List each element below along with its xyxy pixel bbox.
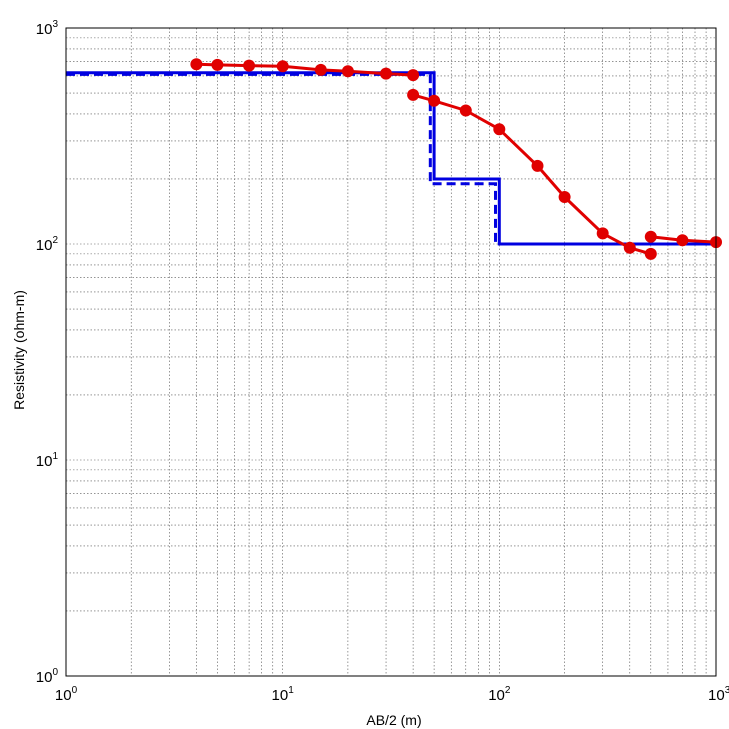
observed-curve-line — [412, 93, 652, 256]
y-tick-label: 100 — [36, 667, 59, 686]
observed-data-point — [644, 247, 657, 260]
observed-data-point — [276, 60, 289, 73]
x-tick-label: 100 — [55, 685, 78, 704]
grid-lines — [66, 28, 716, 676]
observed-data-point — [623, 241, 636, 254]
observed-data-point — [243, 59, 256, 72]
plot-frame — [65, 27, 717, 677]
observed-data-point — [407, 69, 420, 82]
x-tick-label: 102 — [488, 685, 511, 704]
y-axis-label: Resistivity (ohm-m) — [11, 290, 27, 410]
model-step-line-dashed — [66, 72, 716, 246]
observed-data-point — [676, 234, 689, 247]
model-step-line-solid — [66, 71, 716, 246]
observed-data-point — [493, 123, 506, 136]
observed-data-point — [459, 104, 472, 117]
observed-data-point — [558, 191, 571, 203]
y-tick-label: 103 — [36, 19, 59, 38]
observed-data-point — [380, 67, 392, 80]
x-tick-label: 103 — [708, 685, 729, 704]
observed-data-point — [211, 58, 224, 71]
x-tick-label: 101 — [272, 685, 295, 704]
observed-data-point — [531, 159, 544, 172]
observed-data-point — [190, 58, 203, 71]
observed-data-point — [407, 88, 420, 101]
y-tick-label: 101 — [36, 451, 59, 470]
x-axis-label: AB/2 (m) — [366, 712, 421, 728]
data-series — [66, 58, 722, 260]
observed-data-point — [596, 227, 609, 240]
observed-data-point — [428, 94, 441, 107]
observed-data-point — [314, 63, 327, 76]
observed-data-point — [341, 65, 354, 78]
tick-labels: 100 101 102 103 100 101 102 103 — [36, 19, 729, 704]
y-tick-label: 102 — [36, 235, 59, 254]
observed-data-point — [644, 230, 657, 243]
